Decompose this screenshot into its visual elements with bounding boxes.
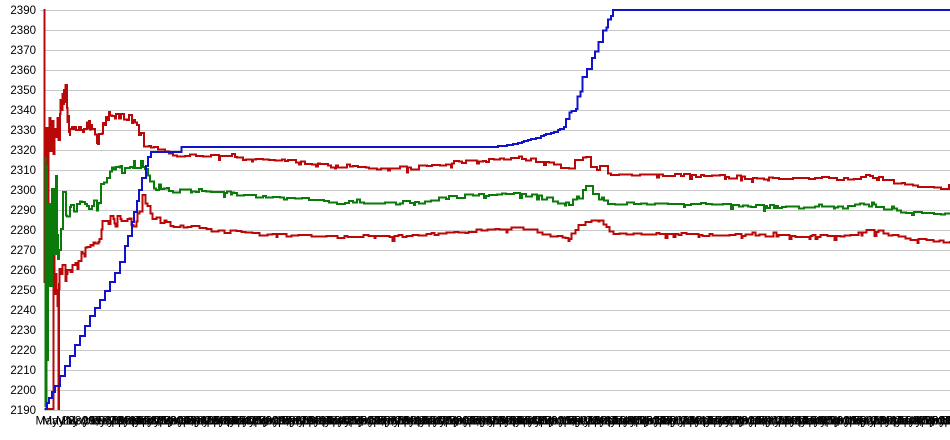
svg-text:2300: 2300: [10, 185, 36, 197]
svg-text:2230: 2230: [10, 325, 36, 337]
svg-text:2380: 2380: [10, 25, 36, 37]
svg-text:2320: 2320: [10, 145, 36, 157]
svg-text:2190: 2190: [10, 405, 36, 417]
svg-text:2260: 2260: [10, 265, 36, 277]
svg-text:2220: 2220: [10, 345, 36, 357]
svg-text:2270: 2270: [10, 245, 36, 257]
svg-text:2360: 2360: [10, 65, 36, 77]
svg-text:2240: 2240: [10, 305, 36, 317]
svg-text:2210: 2210: [10, 365, 36, 377]
svg-text:2200: 2200: [10, 385, 36, 397]
svg-text:2350: 2350: [10, 85, 36, 97]
svg-text:2340: 2340: [10, 105, 36, 117]
svg-text:2290: 2290: [10, 205, 36, 217]
svg-text:2280: 2280: [10, 225, 36, 237]
svg-text:2250: 2250: [10, 285, 36, 297]
svg-text:2390: 2390: [10, 5, 36, 17]
svg-text:2310: 2310: [10, 165, 36, 177]
svg-text:2330: 2330: [10, 125, 36, 137]
svg-text:2370: 2370: [10, 45, 36, 57]
